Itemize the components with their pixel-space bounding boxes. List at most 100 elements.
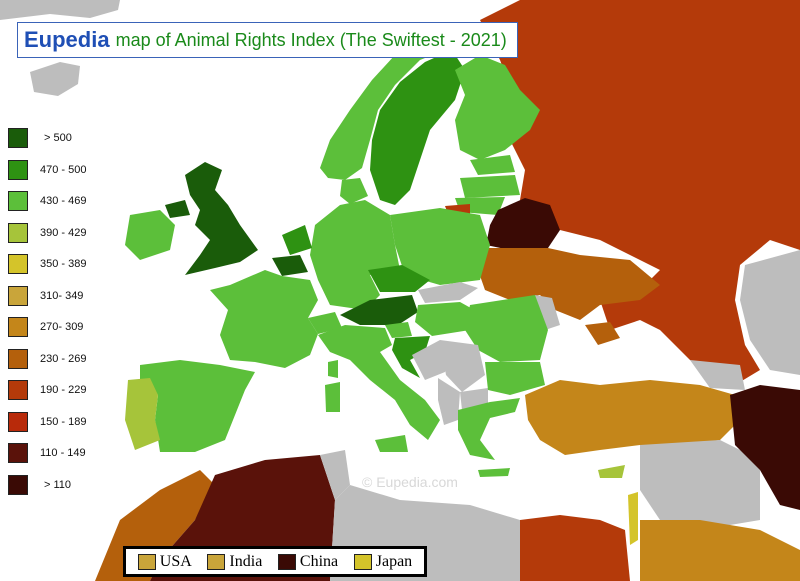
legend-swatch	[8, 254, 28, 274]
region-middle-east	[640, 440, 760, 530]
legend-label: 230 - 269	[40, 352, 87, 365]
region-ukraine	[478, 248, 660, 320]
legend-label: 190 - 229	[40, 384, 87, 396]
region-sicily	[375, 435, 408, 452]
legend-item: > 110	[8, 474, 72, 495]
region-caucasus	[690, 360, 745, 390]
reference-item: Japan	[353, 552, 413, 571]
legend-label: 430 - 469	[40, 195, 87, 207]
legend-label: 150 - 189	[40, 415, 87, 428]
region-romania	[465, 295, 548, 362]
region-uk	[185, 162, 258, 275]
region-corsica	[328, 360, 338, 378]
legend-item: 270- 309	[8, 317, 83, 337]
map-title: Eupedia map of Animal Rights Index (The …	[17, 22, 518, 58]
region-belarus	[486, 198, 560, 250]
legend-item: 230 - 269	[8, 348, 87, 369]
region-serbia	[440, 340, 485, 392]
region-crete	[478, 468, 510, 477]
legend-swatch	[8, 191, 28, 211]
legend-swatch	[8, 159, 28, 180]
region-cyprus	[598, 465, 625, 478]
legend-swatch	[8, 443, 28, 463]
legend-swatch	[8, 348, 28, 369]
legend-swatch	[8, 317, 28, 337]
legend-item: 310- 349	[8, 285, 84, 306]
legend-item: 390 - 429	[8, 222, 87, 243]
region-russia	[480, 0, 800, 385]
region-france	[210, 270, 318, 368]
legend-item: 470 - 500	[8, 159, 86, 180]
region-spain	[140, 360, 255, 452]
region-montenegro-albania	[438, 378, 460, 425]
reference-label: Japan	[375, 552, 413, 570]
region-poland	[390, 208, 490, 285]
legend-label: 390 - 429	[40, 226, 87, 239]
region-sweden	[370, 50, 465, 205]
region-northern-ireland	[165, 200, 190, 218]
region-greenland	[0, 0, 120, 20]
region-germany	[310, 200, 400, 310]
region-portugal	[125, 378, 160, 450]
region-slovakia	[418, 282, 478, 303]
reference-label: India	[229, 552, 263, 570]
region-moldova	[535, 295, 560, 330]
reference-countries-inner: USA India China Japan	[126, 549, 424, 574]
legend-swatch	[8, 380, 28, 400]
reference-swatch	[353, 553, 372, 570]
region-saudi-arabia	[640, 520, 800, 581]
title-text: map of Animal Rights Index (The Swiftest…	[115, 29, 507, 50]
reference-label: China	[299, 552, 339, 570]
region-italy	[318, 325, 440, 440]
region-crimea	[585, 322, 620, 345]
region-denmark	[340, 178, 368, 204]
legend-item: 150 - 189	[8, 411, 87, 432]
region-netherlands	[282, 225, 312, 255]
region-latvia	[460, 175, 520, 198]
region-switzerland	[308, 312, 342, 334]
region-czechia	[368, 265, 430, 292]
reference-item: China	[277, 552, 339, 571]
region-central-asia	[740, 250, 800, 375]
reference-item: USA	[137, 552, 192, 571]
legend-swatch	[8, 474, 28, 495]
region-slovenia	[385, 322, 412, 338]
legend-item: 190 - 229	[8, 380, 86, 400]
legend-item: 430 - 469	[8, 191, 86, 211]
region-iran	[730, 385, 800, 510]
title-brand: Eupedia	[24, 27, 110, 52]
reference-swatch	[137, 553, 156, 570]
region-sardinia	[325, 382, 340, 412]
reference-item: India	[207, 553, 262, 571]
region-hungary	[415, 302, 478, 336]
watermark: © Eupedia.com	[362, 474, 458, 490]
legend-swatch	[8, 285, 28, 306]
legend-swatch	[8, 411, 28, 432]
region-egypt	[520, 515, 630, 581]
legend-label: 110 - 149	[40, 447, 86, 459]
region-norway	[320, 28, 490, 180]
reference-swatch	[277, 553, 296, 570]
region-israel	[628, 492, 638, 545]
region-tunisia	[320, 450, 350, 500]
reference-swatch	[207, 553, 226, 570]
legend-label: 350 - 389	[40, 258, 87, 270]
legend-swatch	[8, 222, 28, 243]
legend-label: 270- 309	[40, 321, 84, 333]
reference-countries-box: USA India China Japan	[123, 546, 427, 577]
region-belgium	[272, 255, 308, 276]
region-estonia	[470, 155, 515, 175]
region-turkey	[525, 380, 740, 455]
region-iceland	[30, 62, 80, 96]
legend-label: 310- 349	[40, 289, 84, 302]
legend-label: > 500	[44, 132, 72, 144]
reference-label: USA	[159, 552, 192, 570]
legend-item: > 500	[8, 128, 72, 148]
region-greece	[458, 398, 520, 460]
legend-label: > 110	[44, 478, 72, 491]
legend-item: 110 - 149	[8, 443, 86, 463]
region-ireland	[125, 210, 175, 260]
region-croatia	[392, 336, 430, 378]
